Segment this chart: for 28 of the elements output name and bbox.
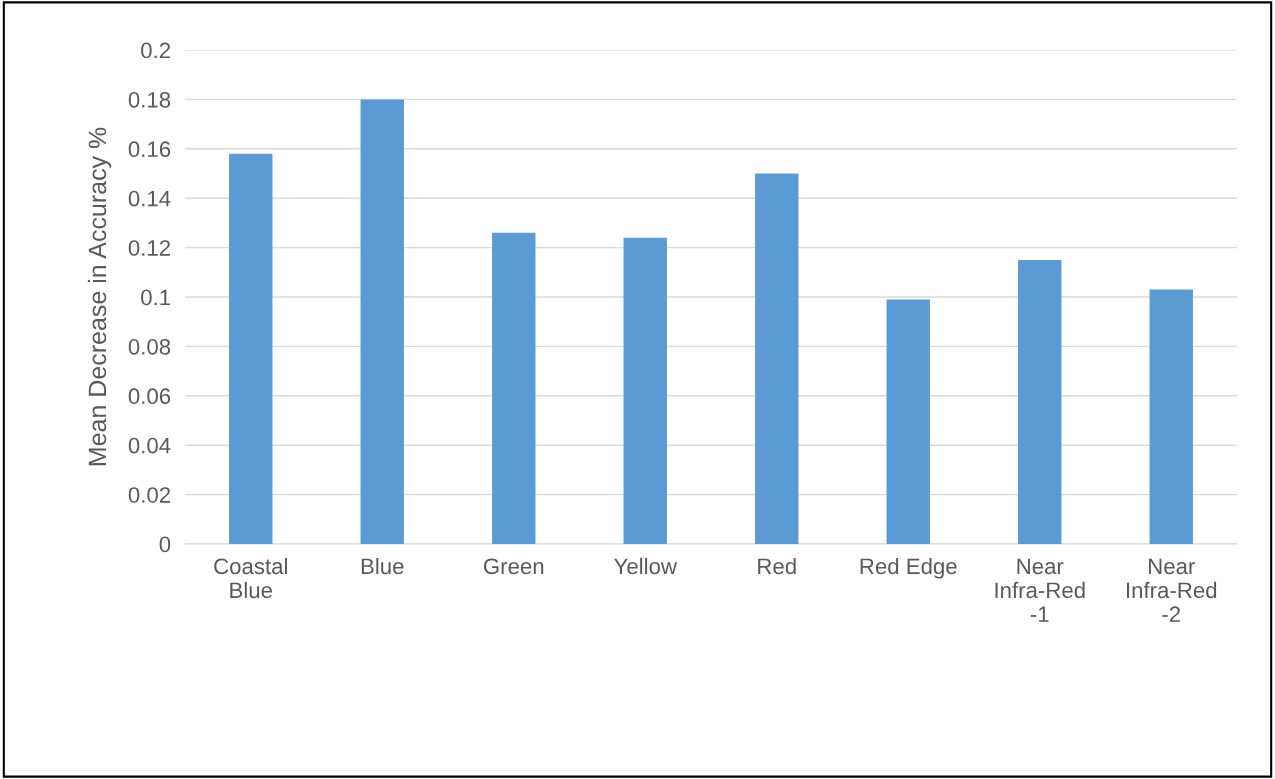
bar bbox=[360, 99, 404, 544]
y-tick-label: 0.14 bbox=[128, 190, 171, 207]
y-tick-label: 0.04 bbox=[128, 437, 171, 454]
y-tick-label: 0 bbox=[159, 536, 171, 553]
x-tick-label: Near Infra-Red -2 bbox=[1126, 558, 1217, 622]
y-tick-label: 0.12 bbox=[128, 240, 170, 256]
bar bbox=[492, 232, 536, 544]
bar bbox=[1018, 259, 1062, 544]
y-axis-title: Mean Decrease in Accuracy % bbox=[87, 127, 112, 466]
x-tick-label: Coastal Blue bbox=[214, 557, 287, 599]
bar bbox=[623, 237, 667, 544]
y-tick-label: 0.16 bbox=[128, 141, 171, 158]
x-tick-label: Near Infra-Red -1 bbox=[995, 558, 1085, 622]
x-tick-label: Blue bbox=[361, 557, 404, 575]
y-tick-label: 0.02 bbox=[128, 487, 170, 503]
x-tick-label: Red bbox=[758, 557, 796, 575]
bar bbox=[1149, 289, 1193, 544]
y-tick-label: 0.08 bbox=[128, 338, 171, 355]
y-tick-label: 0.1 bbox=[141, 289, 171, 306]
bar bbox=[229, 153, 273, 544]
bar bbox=[755, 173, 799, 544]
x-tick-label: Red Edge bbox=[860, 557, 957, 579]
y-tick-label: 0.2 bbox=[141, 42, 170, 59]
x-tick-label: Green bbox=[483, 558, 544, 575]
y-tick-label: 0.06 bbox=[128, 388, 171, 405]
x-tick-label: Yellow bbox=[614, 557, 678, 575]
y-tick-label: 0.18 bbox=[128, 91, 171, 108]
bar bbox=[886, 299, 930, 544]
